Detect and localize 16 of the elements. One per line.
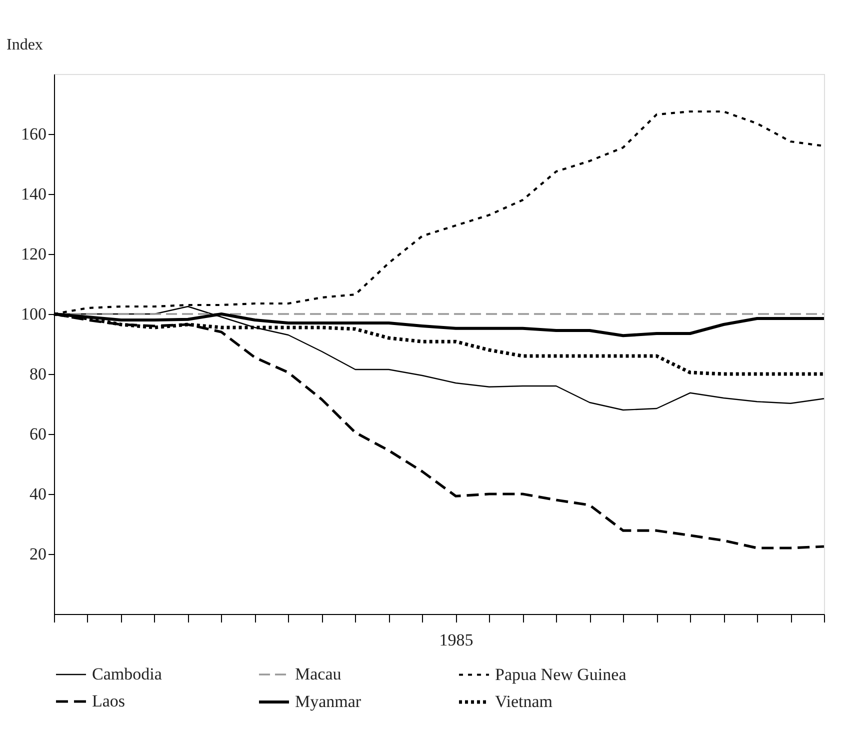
y-tick-label: 100 [21,304,46,324]
y-axis-title: Index [6,36,43,54]
y-tick-label: 80 [30,364,46,384]
x-tick-label: 1985 [439,630,474,650]
legend-label: Myanmar [295,692,362,711]
y-tick-label: 160 [21,124,46,144]
legend-label: Macau [295,664,342,684]
y-tick-label: 140 [21,184,46,204]
y-tick-label: 120 [21,244,46,264]
legend-label: Cambodia [92,664,162,684]
y-tick-label: 60 [30,424,46,444]
legend-label: Laos [92,692,126,710]
y-tick-label: 20 [30,544,46,564]
y-tick-label: 40 [30,484,46,504]
legend-label: Papua New Guinea [495,664,627,684]
legend-label: Vietnam [495,692,553,711]
